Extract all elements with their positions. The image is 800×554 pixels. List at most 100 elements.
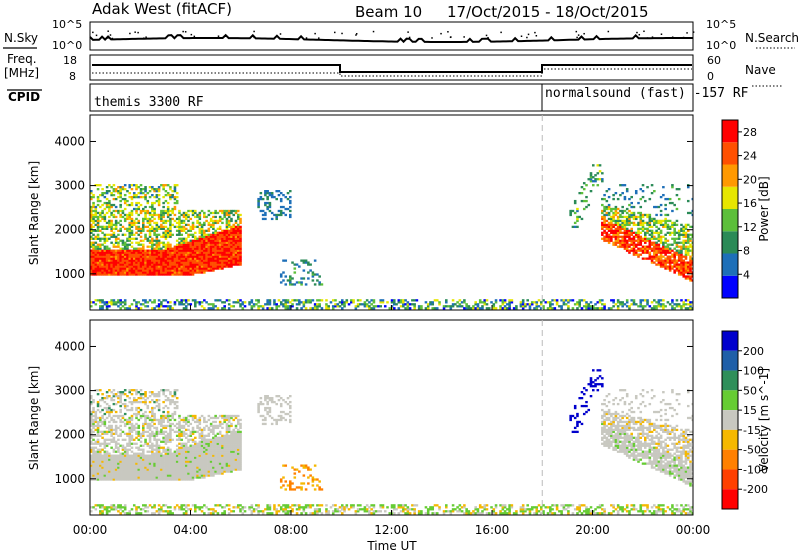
- heatmap-cell: [521, 299, 525, 302]
- heatmap-cell: [216, 261, 220, 264]
- heatmap-cell: [182, 259, 186, 262]
- heatmap-cell: [153, 201, 156, 205]
- heatmap-cell: [160, 389, 163, 392]
- heatmap-cell: [169, 506, 172, 509]
- heatmap-cell: [164, 233, 168, 236]
- heatmap-cell: [173, 263, 177, 266]
- heatmap-cell: [130, 261, 134, 264]
- heatmap-cell: [151, 237, 154, 240]
- heatmap-cell: [503, 299, 507, 302]
- heatmap-cell: [160, 478, 163, 481]
- heatmap-cell: [268, 299, 272, 302]
- heatmap-cell: [144, 273, 147, 276]
- heatmap-cell: [372, 299, 376, 302]
- heatmap-cell: [191, 251, 195, 254]
- heatmap-cell: [135, 466, 138, 469]
- heatmap-cell: [662, 243, 665, 246]
- heatmap-cell: [659, 241, 663, 244]
- heatmap-cell: [123, 460, 127, 463]
- heatmap-cell: [279, 205, 283, 209]
- heatmap-cell: [191, 450, 195, 453]
- heatmap-cell: [178, 221, 181, 225]
- heatmap-cell: [164, 450, 168, 453]
- heatmap-cell: [587, 305, 591, 308]
- heatmap-cell: [236, 231, 240, 234]
- heatmap-cell: [648, 233, 652, 236]
- heatmap-cell: [227, 255, 231, 258]
- heatmap-cell: [537, 305, 541, 308]
- heatmap-cell: [671, 225, 674, 229]
- heatmap-cell: [164, 504, 168, 507]
- heatmap-cell: [639, 299, 643, 302]
- heatmap-cell: [614, 211, 618, 215]
- heatmap-cell: [110, 251, 113, 254]
- heatmap-cell: [659, 195, 663, 199]
- heatmap-cell: [623, 197, 627, 201]
- heatmap-cell: [178, 438, 181, 441]
- heatmap-cell: [114, 215, 118, 219]
- heatmap-cell: [101, 454, 104, 457]
- heatmap-cell: [164, 251, 168, 254]
- heatmap-cell: [117, 251, 120, 254]
- heatmap-cell: [621, 303, 624, 306]
- heatmap-cell: [99, 271, 102, 274]
- heatmap-cell: [101, 227, 104, 231]
- heatmap-cell: [307, 261, 310, 264]
- heatmap-cell: [92, 454, 95, 457]
- heatmap-cell: [175, 253, 179, 256]
- heatmap-cell: [157, 398, 161, 402]
- heatmap-cell: [603, 219, 606, 223]
- heatmap-cell: [171, 452, 174, 455]
- heatmap-cell: [96, 233, 100, 236]
- heatmap-cell: [112, 273, 116, 276]
- heatmap-cell: [123, 257, 127, 260]
- heatmap-cell: [139, 229, 143, 232]
- heatmap-cell: [139, 452, 143, 455]
- heatmap-cell: [117, 472, 120, 475]
- heatmap-cell: [112, 188, 116, 191]
- heatmap-cell: [196, 263, 199, 266]
- heatmap-cell: [178, 468, 181, 471]
- heatmap-cell: [121, 241, 125, 244]
- heatmap-cell: [94, 416, 98, 420]
- heatmap-cell: [205, 239, 208, 242]
- heatmap-cell: [492, 305, 496, 308]
- heatmap-cell: [110, 273, 113, 276]
- heatmap-cell: [689, 249, 692, 252]
- heatmap-cell: [205, 265, 208, 268]
- heatmap-cell: [103, 235, 107, 238]
- heatmap-cell: [169, 253, 172, 256]
- heatmap-cell: [316, 299, 319, 302]
- heatmap-cell: [657, 235, 661, 238]
- heatmap-cell: [223, 261, 226, 264]
- heatmap-cell: [225, 219, 229, 223]
- heatmap-cell: [96, 420, 100, 424]
- heatmap-cell: [180, 273, 184, 276]
- heatmap-cell: [151, 452, 154, 455]
- heatmap-cell: [146, 255, 150, 258]
- heatmap-cell: [184, 215, 188, 219]
- heatmap-cell: [169, 195, 172, 199]
- heatmap-cell: [146, 468, 150, 471]
- heatmap-cell: [239, 253, 242, 256]
- heatmap-cell: [655, 229, 658, 232]
- heatmap-cell: [99, 460, 102, 463]
- heatmap-cell: [166, 191, 170, 195]
- heatmap-cell: [117, 414, 120, 418]
- heatmap-cell: [630, 299, 633, 302]
- heatmap-cell: [200, 249, 204, 252]
- heatmap-cell: [123, 464, 127, 467]
- heatmap-cell: [270, 217, 274, 221]
- heatmap-cell: [187, 273, 190, 276]
- heatmap-cell: [187, 440, 190, 443]
- heatmap-cell: [101, 255, 104, 258]
- heatmap-cell: [92, 400, 95, 404]
- heatmap-cell: [225, 243, 229, 246]
- heatmap-cell: [288, 305, 292, 308]
- heatmap-cell: [153, 195, 156, 199]
- heatmap-cell: [585, 301, 588, 304]
- heatmap-cell: [549, 303, 552, 306]
- heatmap-cell: [160, 456, 163, 459]
- heatmap-cell: [666, 255, 670, 258]
- heatmap-cell: [655, 213, 658, 217]
